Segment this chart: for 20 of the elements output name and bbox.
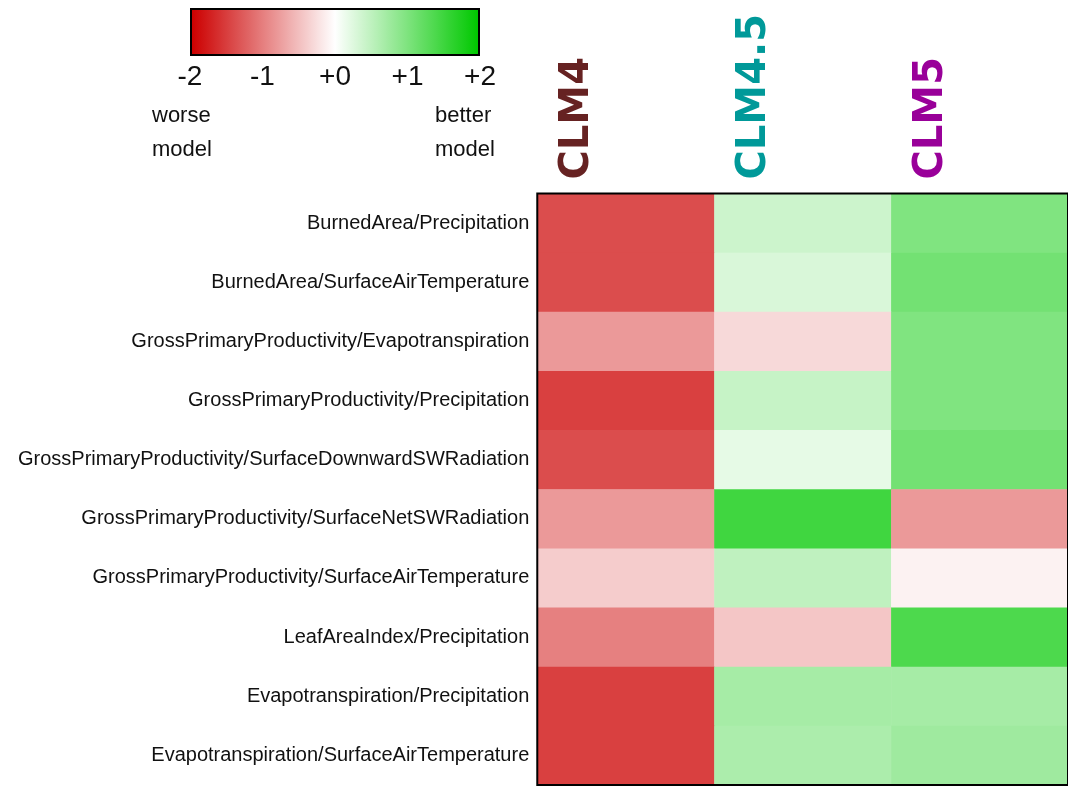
color-bar-label: +2 [464,60,496,92]
color-bar-label: +1 [391,60,424,92]
y-tick-label: GrossPrimaryProductivity/SurfaceNetSWRadiation [81,506,530,529]
text: better model [435,101,495,163]
x-tick-label: CLM4 [551,57,598,180]
color-bar-label: +0 [319,60,351,92]
y-tick-label: GrossPrimaryProductivity/Evapotranspiration [131,328,530,351]
text: worse model [152,101,212,163]
y-tick-label: BurnedArea/Precipitation [306,210,530,233]
y-tick-label: GrossPrimaryProductivity/SurfaceAirTemperature [92,565,530,588]
x-tick-label: CLM5 [904,57,951,180]
y-tick-label: GrossPrimaryProductivity/SurfaceDownwardSWRadiation [18,447,530,470]
y-tick-label: BurnedArea/SurfaceAirTemperature [211,269,530,292]
x-tick-label: CLM4.5 [728,13,775,180]
color-bar-label: -2 [177,60,203,92]
y-tick-label: LeafAreaIndex/Precipitation [283,624,530,647]
y-tick-label: Evapotranspiration/SurfaceAirTemperature [151,742,530,765]
color-bar-label: -1 [250,60,275,92]
y-tick-label: Evapotranspiration/Precipitation [246,683,530,706]
y-tick-label: GrossPrimaryProductivity/Precipitation [188,388,530,411]
